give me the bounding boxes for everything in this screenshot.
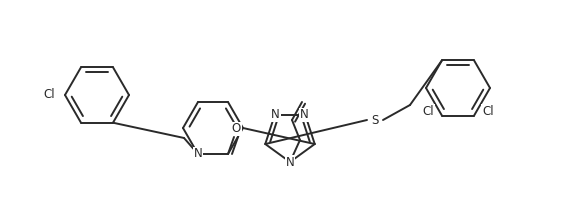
Text: N: N (194, 147, 202, 160)
Text: Cl: Cl (482, 105, 494, 118)
Text: Cl: Cl (422, 105, 434, 118)
Text: S: S (372, 114, 379, 126)
Text: Cl: Cl (43, 88, 55, 101)
Text: O: O (231, 122, 240, 136)
Text: N: N (285, 156, 294, 168)
Text: N: N (271, 108, 280, 121)
Text: N: N (300, 108, 309, 121)
